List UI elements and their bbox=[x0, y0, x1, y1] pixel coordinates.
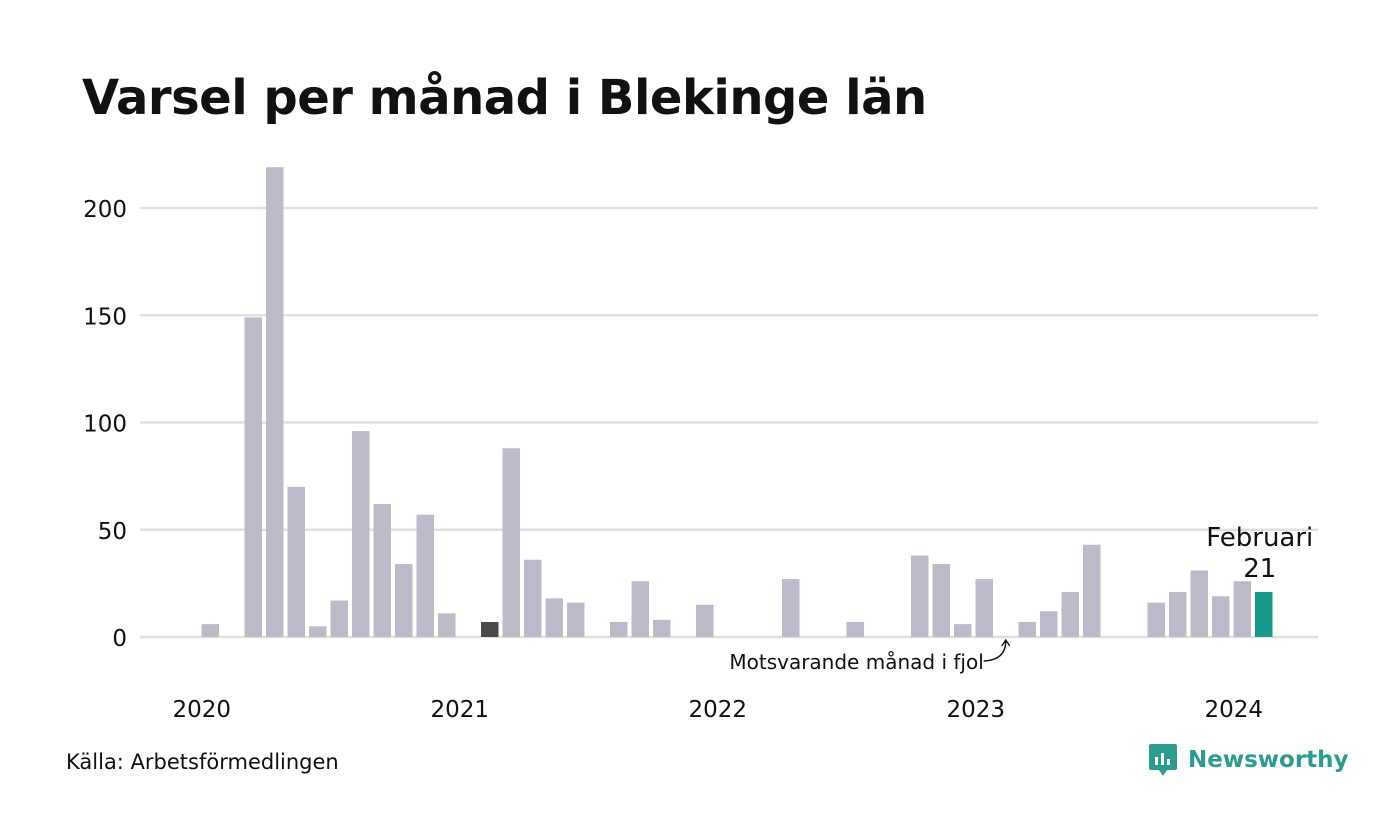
bar bbox=[309, 626, 327, 637]
bar bbox=[1233, 581, 1251, 637]
newsworthy-logo-icon bbox=[1149, 744, 1177, 776]
bar bbox=[1147, 602, 1165, 637]
bar bbox=[1212, 596, 1230, 637]
annotation: Motsvarande månad i fjol bbox=[729, 638, 1011, 674]
bar bbox=[1190, 570, 1208, 637]
bar bbox=[524, 559, 542, 637]
bar bbox=[201, 624, 219, 637]
bar bbox=[395, 564, 413, 637]
source-note: Källa: Arbetsförmedlingen bbox=[66, 750, 339, 774]
bar bbox=[567, 602, 585, 637]
bar bbox=[502, 448, 520, 637]
x-tick-label: 2020 bbox=[172, 697, 231, 723]
bar bbox=[631, 581, 649, 637]
bar bbox=[373, 504, 391, 637]
bar bbox=[438, 613, 456, 637]
current-month-label-text: Februari bbox=[1206, 523, 1313, 553]
bar bbox=[975, 579, 993, 637]
bar bbox=[1040, 611, 1058, 637]
y-axis-ticks: 0 50 100 150 200 bbox=[83, 197, 127, 652]
bar bbox=[653, 619, 671, 637]
y-tick-label: 50 bbox=[98, 519, 127, 545]
bar bbox=[1018, 621, 1036, 637]
y-tick-label: 0 bbox=[112, 626, 127, 652]
y-tick-label: 200 bbox=[83, 197, 127, 223]
current-value-label: 21 bbox=[1243, 554, 1276, 584]
bar bbox=[1061, 591, 1079, 637]
annotation-arrow bbox=[983, 640, 1007, 662]
bar bbox=[782, 579, 800, 637]
bar-current-month bbox=[1255, 591, 1273, 637]
bar bbox=[545, 598, 563, 637]
annotation-text: Motsvarande månad i fjol bbox=[729, 650, 983, 674]
grid-lines bbox=[140, 206, 1318, 639]
bar bbox=[954, 624, 972, 637]
bar bbox=[911, 555, 929, 637]
bar bbox=[1169, 591, 1187, 637]
brand-logo: Newsworthy bbox=[1148, 742, 1349, 778]
bar bbox=[1083, 544, 1101, 637]
bar bbox=[846, 621, 864, 637]
annotation-arrowhead bbox=[1001, 638, 1011, 647]
x-tick-label: 2021 bbox=[430, 697, 489, 723]
x-axis-ticks: 2020 2021 2022 2023 2024 bbox=[172, 697, 1263, 723]
bar bbox=[287, 486, 305, 637]
bar bbox=[352, 431, 370, 637]
bar bbox=[610, 621, 628, 637]
bar bbox=[266, 167, 284, 637]
bar bbox=[330, 600, 348, 637]
x-tick-label: 2023 bbox=[946, 697, 1005, 723]
x-tick-label: 2024 bbox=[1204, 697, 1263, 723]
y-tick-label: 100 bbox=[83, 412, 127, 438]
bar bbox=[932, 564, 950, 637]
bar bbox=[416, 514, 434, 637]
current-month-label: Februari 21 bbox=[1206, 523, 1313, 584]
y-tick-label: 150 bbox=[83, 304, 127, 330]
bars bbox=[201, 167, 1273, 637]
bar bbox=[696, 604, 714, 637]
chart-title: Varsel per månad i Blekinge län bbox=[82, 70, 927, 126]
bar bbox=[481, 621, 499, 637]
x-tick-label: 2022 bbox=[688, 697, 747, 723]
brand-name: Newsworthy bbox=[1188, 747, 1349, 773]
bar bbox=[244, 317, 262, 637]
